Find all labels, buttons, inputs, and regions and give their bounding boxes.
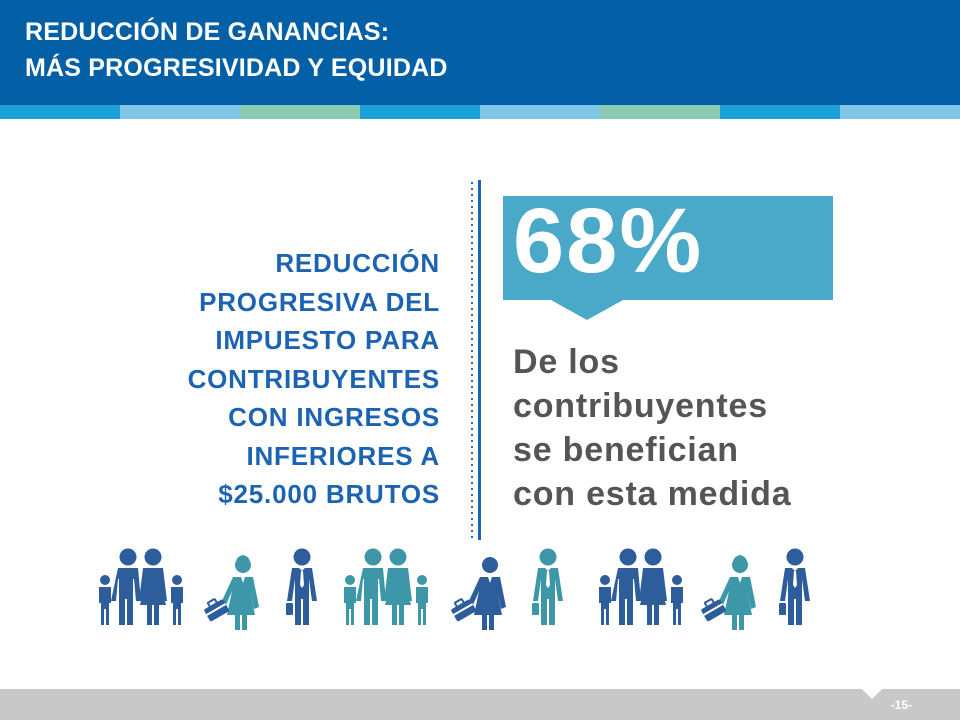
dotted-line: [471, 180, 473, 540]
beneficiaries-line: contribuyentes: [513, 387, 768, 425]
solid-line: [478, 180, 481, 540]
family-icon: [599, 548, 683, 625]
slide-title: REDUCCIÓN DE GANANCIAS: MÁS PROGRESIVIDA…: [25, 14, 448, 86]
description-line: INFERIORES A: [246, 440, 440, 471]
description-line: $25.000 BRUTOS: [218, 479, 440, 509]
percent-callout: 68%: [503, 190, 833, 320]
businesswoman-icon: [697, 554, 757, 630]
description-line: REDUCCIÓN: [275, 248, 440, 278]
stripe-segment: [720, 105, 840, 119]
beneficiaries-line: se benefician: [513, 431, 739, 469]
title-line-1: REDUCCIÓN DE GANANCIAS:: [25, 18, 390, 46]
description-line: IMPUESTO PARA: [215, 325, 440, 355]
color-stripe: [0, 105, 960, 119]
percent-value: 68%: [513, 190, 704, 292]
beneficiaries-line: De los: [513, 343, 620, 381]
businessman-icon: [286, 548, 317, 625]
stripe-segment: [480, 105, 600, 119]
header-bar: REDUCCIÓN DE GANANCIAS: MÁS PROGRESIVIDA…: [0, 0, 960, 105]
stripe-segment: [360, 105, 480, 119]
vertical-divider: [471, 180, 483, 540]
callout-pointer: [551, 300, 623, 320]
reduction-description: REDUCCIÓN PROGRESIVA DEL IMPUESTO PARA C…: [60, 244, 440, 514]
description-line: PROGRESIVA DEL: [199, 286, 440, 317]
beneficiaries-line: con esta medida: [513, 475, 792, 513]
businesswoman-icon: [447, 556, 507, 630]
businesswoman-icon: [200, 554, 260, 630]
people-row: [95, 545, 825, 630]
people-illustration: [99, 548, 810, 630]
family-icon: [344, 548, 428, 625]
businessman-icon: [532, 548, 563, 625]
family-icon: [99, 548, 183, 625]
businessman-icon: [779, 548, 810, 625]
stripe-segment: [600, 105, 720, 119]
description-line: CON INGRESOS: [228, 402, 440, 432]
stripe-segment: [0, 105, 120, 119]
stripe-segment: [840, 105, 960, 119]
stripe-segment: [240, 105, 360, 119]
description-line: CONTRIBUYENTES: [187, 363, 440, 394]
stripe-segment: [120, 105, 240, 119]
title-line-2: MÁS PROGRESIVIDAD Y EQUIDAD: [25, 54, 448, 82]
beneficiaries-text: De los contribuyentes se benefician con …: [513, 340, 933, 516]
footer-bar: -15-: [0, 689, 960, 720]
footer-notch: [862, 689, 882, 699]
page-number: -15-: [890, 698, 912, 712]
